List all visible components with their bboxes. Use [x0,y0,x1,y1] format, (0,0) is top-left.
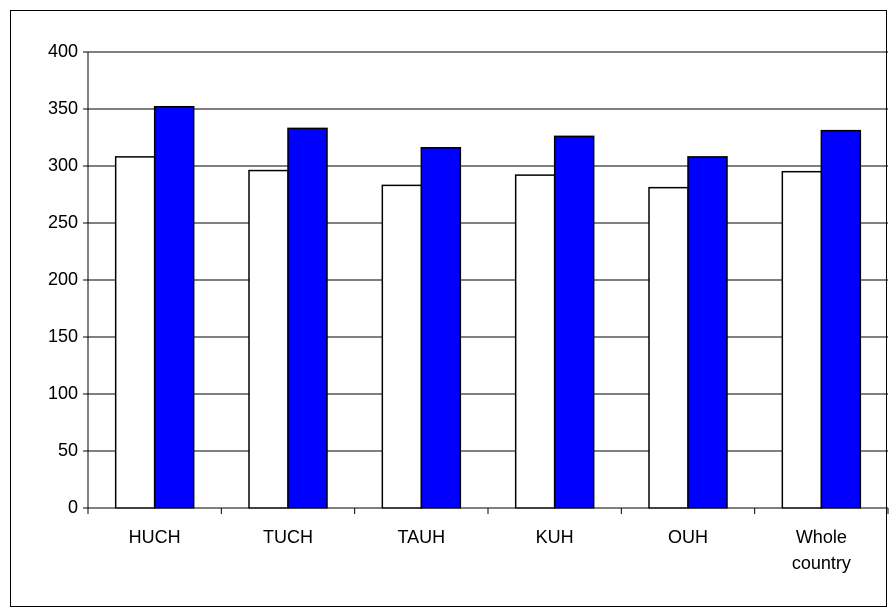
x-tick-label: OUH [668,527,708,547]
bar [287,127,328,509]
bar [420,147,462,509]
x-tick-label: TUCH [263,527,313,547]
x-tick-label: KUH [535,527,574,547]
bar [114,156,156,509]
y-tick-label: 0 [68,497,78,517]
x-tick-label: HUCH [128,527,181,547]
x-tick-label: TAUH [397,527,446,547]
bar [153,105,195,509]
x-tick-label: Whole country [791,527,851,573]
bar [781,170,823,509]
bar [248,169,289,509]
bar [820,129,862,509]
y-tick-label: 150 [48,326,78,346]
y-tick-label: 200 [48,269,78,289]
y-tick-label: 100 [48,383,78,403]
y-tick-label: 250 [48,212,78,232]
y-tick-label: 400 [48,41,78,61]
bar [514,174,556,509]
y-tick-label: 300 [48,155,78,175]
bar [553,135,595,509]
y-tick-label: 50 [58,440,78,460]
y-tick-label: 350 [48,98,78,118]
bar [687,156,728,509]
bar [648,186,689,509]
bar [381,184,423,509]
